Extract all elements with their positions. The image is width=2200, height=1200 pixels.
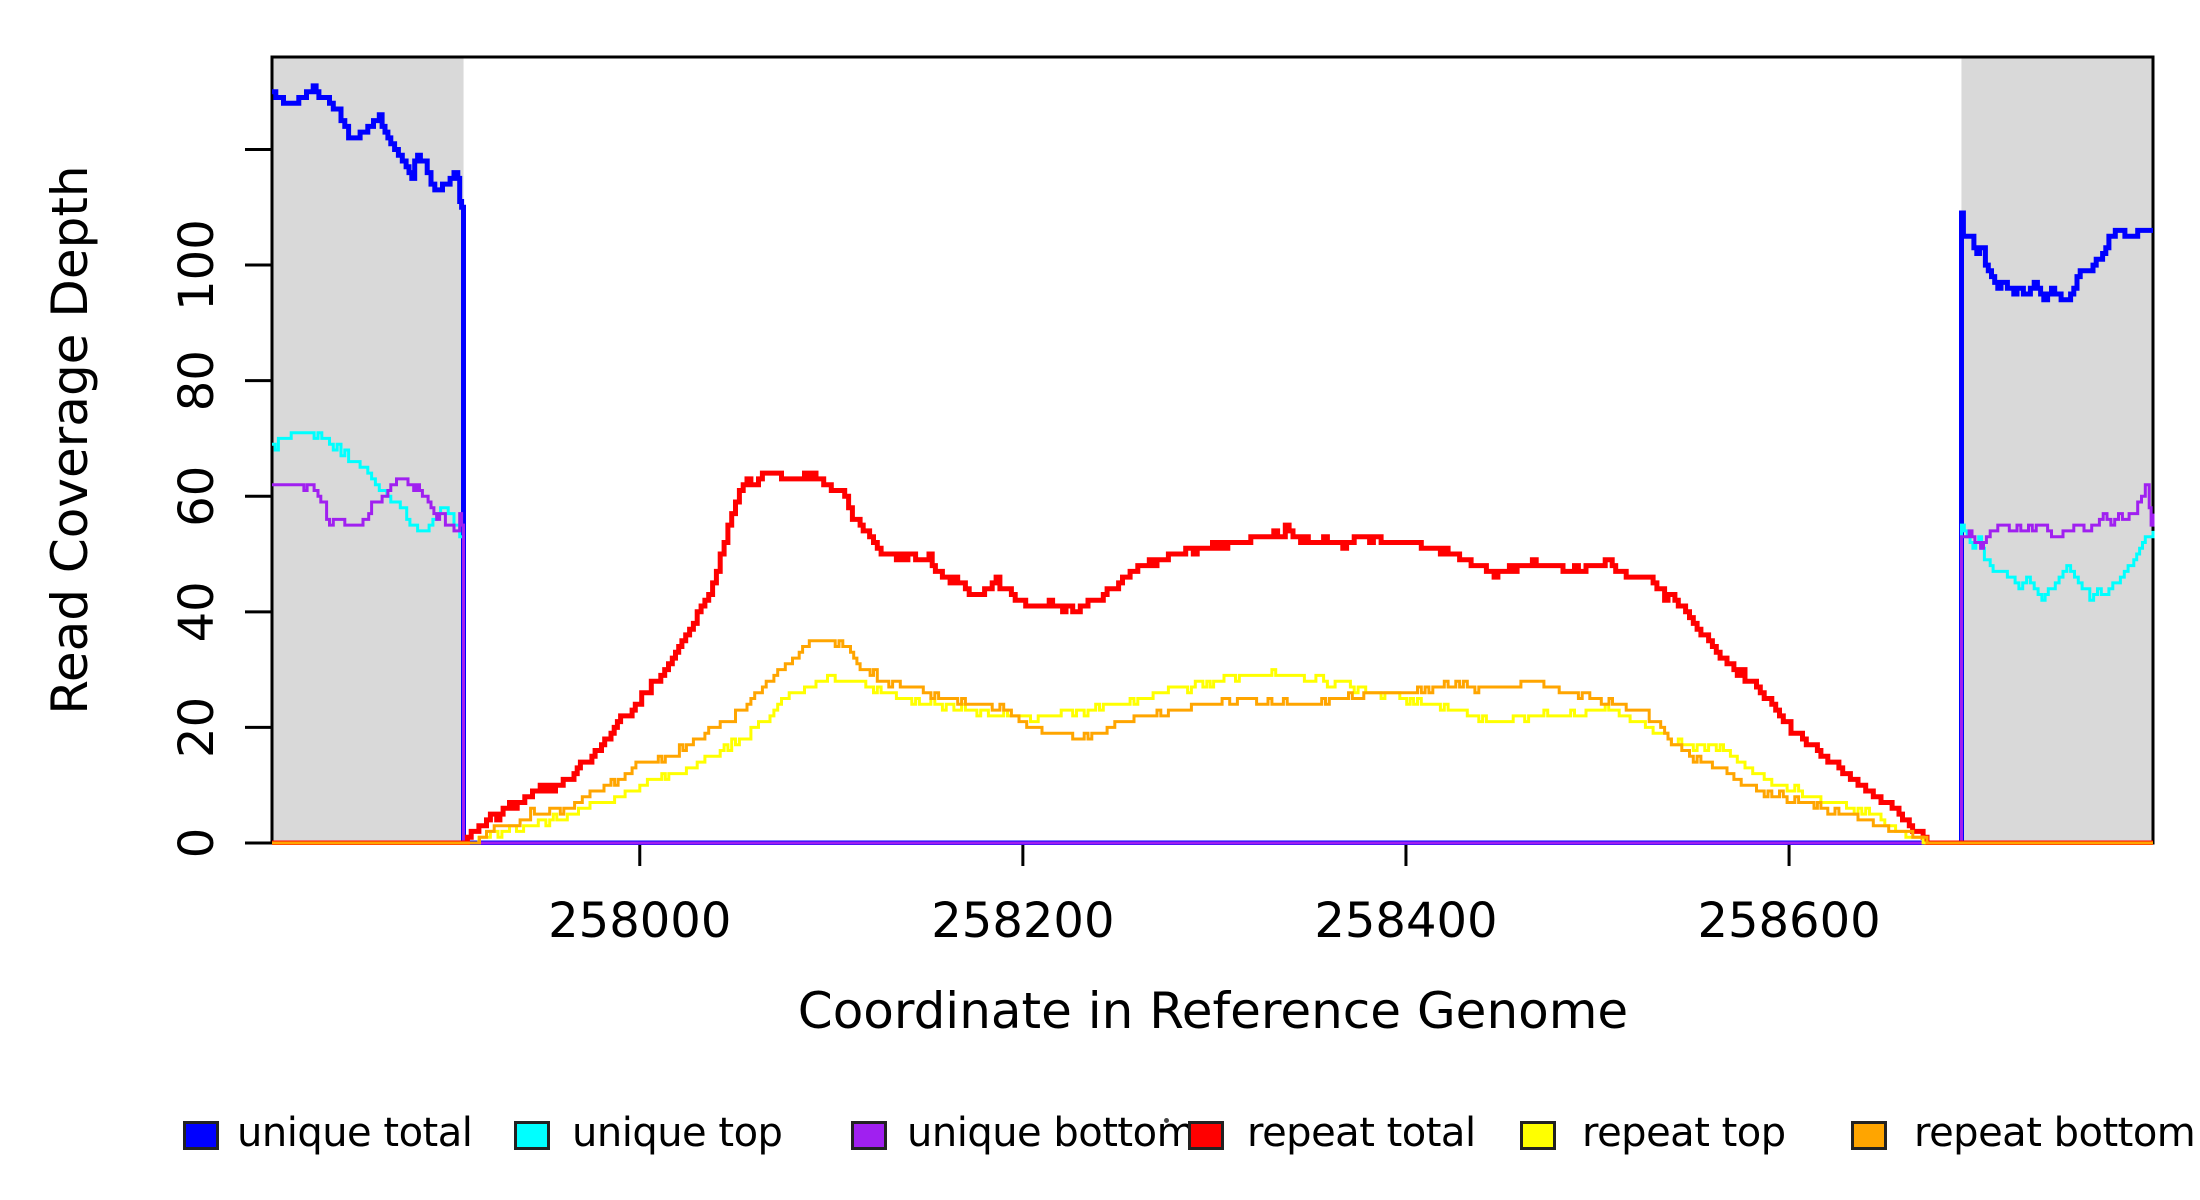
- x-axis-title: Coordinate in Reference Genome: [798, 982, 1628, 1040]
- x-tick-label: 258000: [548, 893, 731, 949]
- legend-label-unique-bottom: unique bottom: [907, 1110, 1196, 1156]
- y-tick-label: 60: [169, 466, 225, 527]
- legend-label-unique-top: unique top: [572, 1110, 783, 1156]
- legend-swatch-repeat-bottom: [1851, 1121, 1887, 1150]
- x-tick-label: 258600: [1697, 893, 1880, 949]
- coverage-series: [272, 83, 2155, 845]
- legend-label-unique-total: unique total: [237, 1110, 473, 1156]
- legend-label-repeat-total: repeat total: [1247, 1110, 1476, 1156]
- shaded-region-1: [1961, 57, 2153, 843]
- y-tick-label: 0: [169, 828, 225, 859]
- shaded-regions: [272, 57, 2153, 843]
- y-tick-label: 100: [169, 219, 225, 311]
- series-line-unique-top: [272, 431, 2155, 845]
- plot-frame-and-axes: 258000 258200 258400 258600 0 20 40 60 80 100: [169, 55, 2155, 949]
- plot-box: [270, 55, 2155, 845]
- legend-swatch-unique-bottom: [851, 1121, 887, 1150]
- series-line-repeat-total: [272, 470, 2153, 845]
- legend-label-repeat-top: repeat top: [1582, 1110, 1786, 1156]
- legend-label-repeat-bottom: repeat bottom: [1914, 1110, 2196, 1156]
- series-line-repeat-bottom: [272, 639, 2153, 845]
- legend-swatch-unique-top: [514, 1121, 550, 1150]
- y-axis-title: Read Coverage Depth: [41, 165, 99, 714]
- shaded-region-0: [272, 57, 464, 843]
- stray-dot: [1164, 1118, 1169, 1123]
- y-tick-label: 40: [169, 581, 225, 642]
- series-line-unique-total: [272, 83, 2153, 845]
- y-tick-label: 20: [169, 697, 225, 758]
- y-tick-label: 80: [169, 350, 225, 411]
- legend-swatch-repeat-total: [1188, 1121, 1224, 1150]
- series-line-repeat-top: [272, 668, 2153, 845]
- x-tick-label: 258200: [931, 893, 1114, 949]
- x-tick-label: 258400: [1314, 893, 1497, 949]
- legend-swatch-repeat-top: [1520, 1121, 1556, 1150]
- legend-swatch-unique-total: [183, 1121, 219, 1150]
